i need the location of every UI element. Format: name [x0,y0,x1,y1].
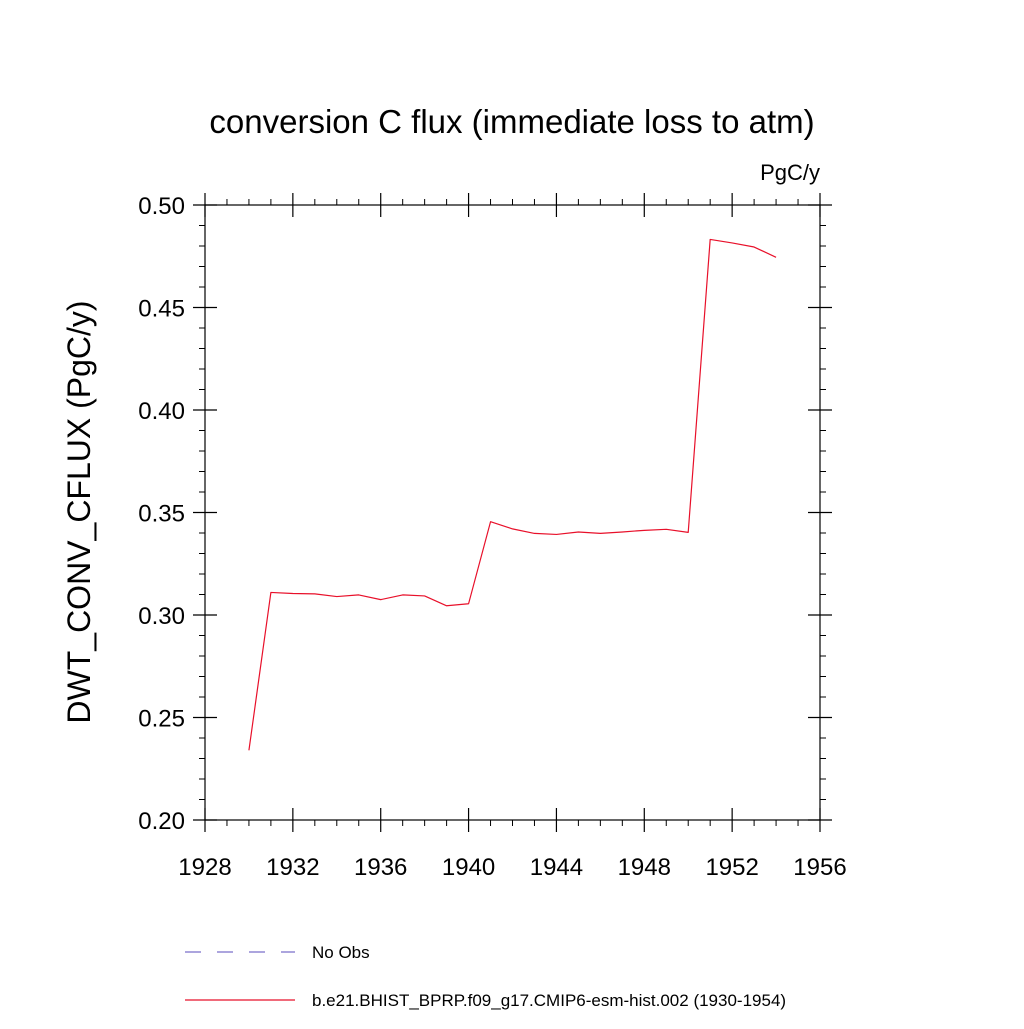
x-tick-label: 1932 [266,854,319,881]
plot-frame [204,204,821,821]
legend: No Obs b.e21.BHIST_BPRP.f09_g17.CMIP6-esm… [185,943,786,1010]
legend-label: b.e21.BHIST_BPRP.f09_g17.CMIP6-esm-hist.… [312,991,786,1010]
legend-label: No Obs [312,943,370,962]
y-tick-label: 0.40 [138,398,185,425]
x-tick-label: 1944 [530,854,583,881]
x-tick-label: 1952 [705,854,758,881]
y-tick-label: 0.20 [138,808,185,835]
chart-title: conversion C flux (immediate loss to atm… [209,103,814,140]
units-label: PgC/y [760,160,820,185]
y-tick-label: 0.45 [138,296,185,323]
y-tick-label: 0.35 [138,501,185,528]
series-line [248,238,777,751]
x-tick-label: 1928 [178,854,231,881]
series-lines [248,238,777,751]
x-tick-label: 1936 [354,854,407,881]
y-axis-label: DWT_CONV_CFLUX (PgC/y) [61,300,97,723]
x-tick-label: 1956 [793,854,846,881]
y-tick-label: 0.50 [138,193,185,220]
x-tick-label: 1948 [618,854,671,881]
y-tick-label: 0.25 [138,706,185,733]
axes: 1928 1932 1936 1940 1944 1948 1952 1956 0.20 0.25… [138,193,847,881]
x-tick-label: 1940 [442,854,495,881]
y-tick-label: 0.30 [138,603,185,630]
